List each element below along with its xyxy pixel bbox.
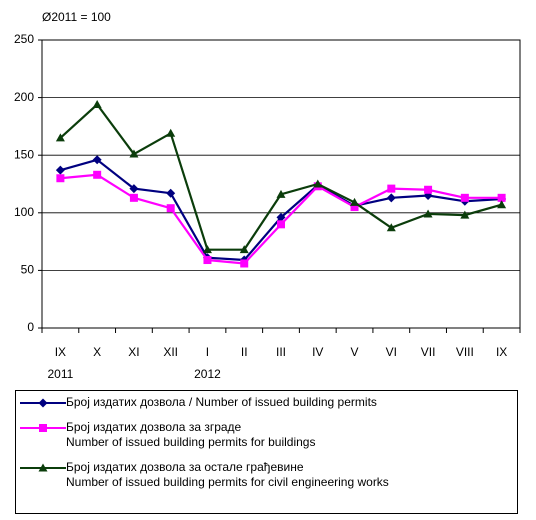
legend-item: Број издатих дозвола / Number of issued … bbox=[16, 395, 517, 410]
marker bbox=[276, 189, 286, 198]
marker bbox=[129, 193, 138, 202]
marker bbox=[313, 179, 323, 188]
marker bbox=[386, 223, 396, 232]
legend-item: Број издатих дозвола за остале грађевине… bbox=[16, 460, 517, 490]
x-tick-label: V bbox=[351, 345, 359, 359]
legend-label: Број издатих дозвола / Number of issued … bbox=[66, 395, 377, 409]
plot-border bbox=[41, 39, 521, 329]
y-tick-label: 100 bbox=[14, 205, 34, 219]
chart: Ø2011 = 100 0 50 100 150 200 250 IX 2011 X XI XII I… bbox=[14, 10, 521, 381]
marker bbox=[460, 193, 469, 202]
marker bbox=[350, 203, 359, 212]
x-tick-label: XI bbox=[128, 345, 139, 359]
x-tick-label: IV bbox=[312, 345, 323, 359]
y-tick-label: 0 bbox=[27, 320, 34, 334]
marker bbox=[277, 220, 285, 229]
marker bbox=[202, 245, 212, 254]
legend-swatch bbox=[20, 398, 66, 408]
marker bbox=[39, 424, 47, 432]
y-tick-label: 150 bbox=[14, 147, 34, 161]
y-tick-label: 50 bbox=[21, 263, 35, 277]
marker bbox=[55, 133, 65, 142]
marker bbox=[93, 170, 102, 179]
marker bbox=[203, 256, 212, 265]
marker bbox=[129, 184, 139, 194]
marker bbox=[38, 398, 48, 408]
y-tick-label: 250 bbox=[14, 32, 34, 46]
marker bbox=[129, 149, 139, 158]
marker bbox=[92, 155, 102, 165]
series-line bbox=[60, 158, 502, 262]
marker bbox=[240, 259, 249, 268]
legend-swatch bbox=[20, 463, 66, 472]
x-tick-label: IX bbox=[55, 345, 66, 359]
marker bbox=[386, 193, 396, 203]
x-tick-label: II bbox=[241, 345, 248, 359]
marker bbox=[38, 463, 48, 472]
marker bbox=[497, 193, 506, 202]
marker bbox=[239, 245, 249, 254]
marker bbox=[166, 188, 176, 198]
marker bbox=[56, 174, 65, 183]
x-tick-label: IX bbox=[496, 345, 507, 359]
marker bbox=[424, 185, 433, 194]
legend-swatch bbox=[20, 424, 66, 432]
x-tick-label: I bbox=[206, 345, 209, 359]
marker bbox=[92, 100, 102, 109]
marker bbox=[55, 165, 65, 175]
y-axis-label: Ø2011 = 100 bbox=[42, 10, 111, 24]
legend: Број издатих дозвола / Number of issued … bbox=[15, 390, 518, 514]
x-tick-label: VII bbox=[421, 345, 436, 359]
marker bbox=[460, 210, 470, 219]
x-tick-label: III bbox=[276, 345, 286, 359]
year-label: 2012 bbox=[194, 367, 221, 381]
legend-label: Број издатих дозвола за остале грађевине… bbox=[66, 460, 389, 489]
marker bbox=[387, 184, 396, 193]
legend-item: Број издатих дозвола за зграде Number of… bbox=[16, 420, 517, 450]
x-tick-label: VIII bbox=[456, 345, 474, 359]
marker bbox=[166, 128, 176, 137]
x-tick-label: X bbox=[93, 345, 101, 359]
x-tick-label: VI bbox=[386, 345, 397, 359]
marker bbox=[350, 197, 360, 206]
marker bbox=[423, 209, 433, 218]
y-tick-label: 200 bbox=[14, 90, 34, 104]
year-label: 2011 bbox=[47, 367, 73, 381]
marker bbox=[497, 200, 507, 209]
marker bbox=[276, 212, 286, 222]
marker bbox=[166, 204, 175, 213]
x-tick-label: XII bbox=[163, 345, 178, 359]
legend-label: Број издатих дозвола за зграде Number of… bbox=[66, 420, 316, 449]
